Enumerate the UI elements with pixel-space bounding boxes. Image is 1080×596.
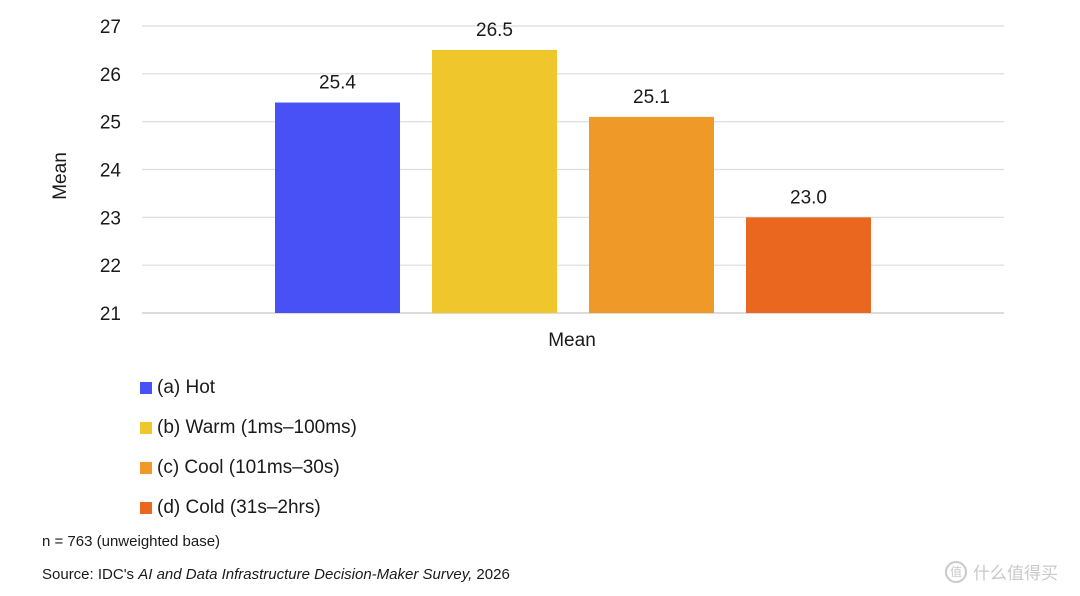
- legend-label: (d) Cold (31s–2hrs): [157, 497, 321, 518]
- data-label: 25.1: [633, 87, 670, 108]
- legend-label: (c) Cool (101ms–30s): [157, 457, 340, 478]
- y-axis-label: Mean: [50, 152, 71, 200]
- legend-item-2: (b) Warm (1ms–100ms): [140, 408, 357, 448]
- source-title: AI and Data Infrastructure Decision-Make…: [138, 566, 473, 583]
- watermark-icon: 值: [945, 560, 967, 583]
- bar-4: [746, 217, 871, 313]
- bar-1: [275, 102, 400, 314]
- y-tick-label: 23: [100, 208, 121, 229]
- bar-2: [432, 49, 557, 314]
- data-label: 25.4: [319, 73, 356, 94]
- bar-3: [589, 116, 714, 313]
- bar-chart: 21 22 23 24 25 26 27 25.4 26.5 25.1 23.0 Mean Mea…: [50, 17, 1004, 351]
- legend-label: (b) Warm (1ms–100ms): [157, 417, 357, 438]
- legend-swatch: [140, 422, 152, 434]
- y-tick-label: 21: [100, 304, 121, 325]
- legend-item-1: (a) Hot: [140, 368, 357, 408]
- y-tick-label: 26: [100, 65, 121, 86]
- legend-item-4: (d) Cold (31s–2hrs): [140, 488, 357, 528]
- watermark: 值 什么值得买: [945, 559, 1058, 584]
- legend-swatch: [140, 462, 152, 474]
- x-axis-label: Mean: [548, 330, 596, 351]
- data-labels: 25.4 26.5 25.1 23.0: [319, 20, 827, 208]
- y-axis-ticks: 21 22 23 24 25 26 27: [100, 17, 122, 325]
- y-tick-label: 22: [100, 256, 121, 277]
- sample-size-note: n = 763 (unweighted base): [42, 533, 221, 550]
- source-prefix: Source: IDC's: [42, 566, 139, 583]
- data-label: 23.0: [790, 187, 827, 208]
- y-tick-label: 25: [100, 113, 121, 134]
- source-note: Source: IDC's AI and Data Infrastructure…: [42, 566, 510, 583]
- legend: (a) Hot (b) Warm (1ms–100ms) (c) Cool (101…: [140, 368, 357, 528]
- watermark-text: 什么值得买: [973, 564, 1058, 583]
- data-label: 26.5: [476, 20, 513, 41]
- gridlines: [142, 25, 1004, 314]
- legend-swatch: [140, 382, 152, 394]
- legend-label: (a) Hot: [157, 377, 216, 398]
- source-suffix: 2026: [472, 566, 510, 583]
- legend-swatch: [140, 502, 152, 514]
- y-tick-label: 24: [100, 161, 122, 182]
- y-tick-label: 27: [100, 17, 121, 38]
- bars: [275, 49, 871, 314]
- legend-item-3: (c) Cool (101ms–30s): [140, 448, 357, 488]
